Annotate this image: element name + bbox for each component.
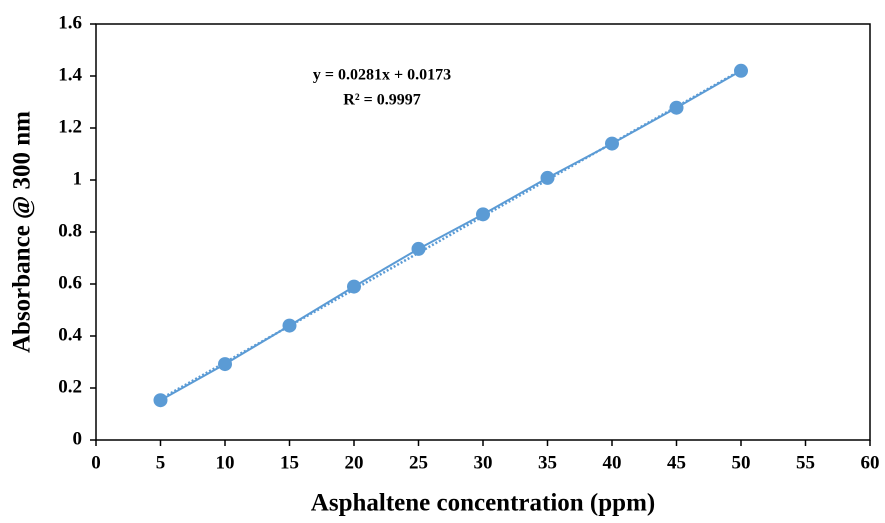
- x-tick-label: 55: [796, 452, 815, 473]
- y-tick-label: 1.2: [58, 116, 82, 137]
- trendline: [159, 69, 742, 401]
- y-tick-label: 1: [73, 168, 83, 189]
- x-tick-label: 30: [474, 452, 493, 473]
- x-tick-label: 10: [216, 452, 235, 473]
- trend-equation: y = 0.0281x + 0.0173: [313, 67, 451, 84]
- data-point: [669, 100, 684, 115]
- data-point: [218, 357, 232, 372]
- x-tick-label: 40: [603, 452, 622, 473]
- data-point: [540, 170, 555, 185]
- y-tick-label: 0.2: [58, 376, 82, 397]
- data-point: [153, 393, 168, 408]
- y-tick-label: 0: [73, 428, 83, 449]
- data-point: [734, 63, 748, 78]
- x-tick-label: 15: [280, 452, 299, 473]
- x-tick-label: 45: [667, 452, 686, 473]
- y-tick-label: 0.6: [58, 272, 82, 293]
- y-tick-label: 0.8: [58, 220, 82, 241]
- x-axis-title: Asphaltene concentration (ppm): [311, 490, 655, 517]
- y-tick-label: 0.4: [58, 324, 82, 345]
- x-tick-label: 50: [732, 452, 751, 473]
- x-tick-label: 5: [156, 452, 166, 473]
- y-tick-label: 1.4: [58, 64, 82, 85]
- trend-r-squared: R² = 0.9997: [343, 92, 420, 109]
- data-point: [347, 279, 361, 294]
- y-axis-title: Absorbance @ 300 nm: [9, 111, 36, 353]
- x-tick-label: 60: [861, 452, 880, 473]
- x-tick-label: 25: [409, 452, 428, 473]
- data-point: [476, 207, 490, 222]
- data-point: [605, 136, 619, 151]
- plot-frame: [95, 23, 871, 441]
- x-tick-label: 35: [538, 452, 557, 473]
- x-tick-label: 0: [91, 452, 101, 473]
- data-point: [411, 241, 426, 256]
- y-tick-label: 1.6: [58, 12, 82, 33]
- x-tick-label: 20: [345, 452, 364, 473]
- data-point: [282, 318, 297, 333]
- series-line: [160, 69, 742, 402]
